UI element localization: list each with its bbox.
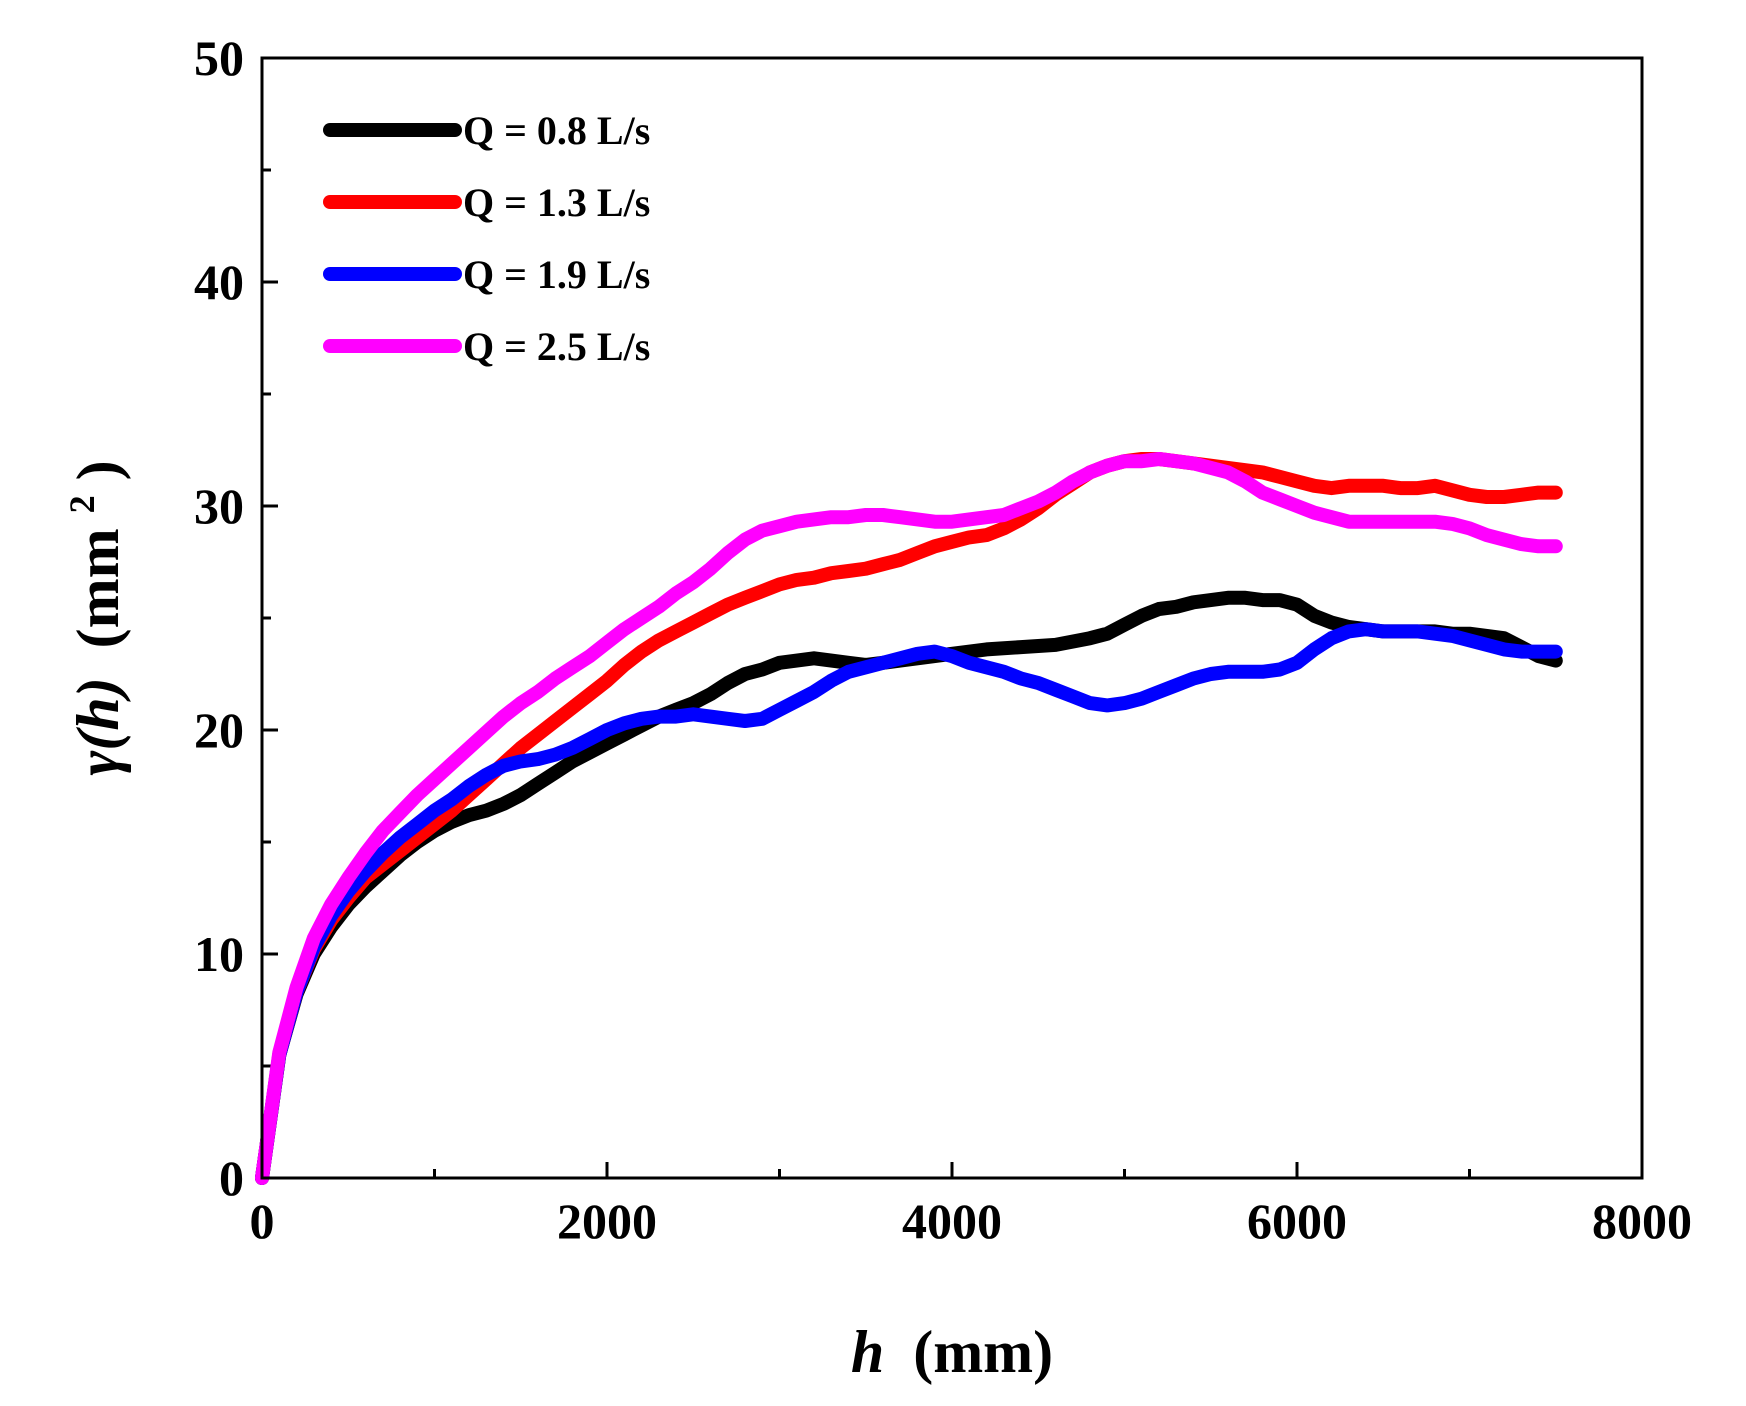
legend-label-3: Q = 1.9 L/s xyxy=(463,252,650,297)
y-axis-unit: (mm xyxy=(65,528,131,648)
x-tick-label: 8000 xyxy=(1592,1193,1692,1249)
series-line-1 xyxy=(255,590,1563,1185)
legend-label-2: Q = 1.3 L/s xyxy=(463,180,650,225)
y-axis-title: γ(h) (mm 2 ) xyxy=(41,460,131,775)
y-tick-label: 10 xyxy=(194,926,244,982)
y-axis-symbol: γ(h) xyxy=(65,677,131,775)
axis-ticks xyxy=(260,56,1644,1180)
legend: Q = 0.8 L/s Q = 1.3 L/s Q = 1.9 L/s Q = 2.5… xyxy=(323,108,650,369)
x-tick-label: 0 xyxy=(250,1193,275,1249)
y-tick-label: 0 xyxy=(219,1150,244,1206)
x-tick-label: 6000 xyxy=(1247,1193,1347,1249)
series-lines xyxy=(255,452,1563,1185)
legend-label-4: Q = 2.5 L/s xyxy=(463,324,650,369)
tick-labels: 0 2000 4000 6000 8000 0 10 20 30 40 50 xyxy=(194,30,1692,1249)
y-axis-unit-superscript: 2 xyxy=(62,495,102,513)
x-axis-title: h (mm) xyxy=(851,1319,1053,1385)
legend-label-1: Q = 0.8 L/s xyxy=(463,108,650,153)
x-axis-symbol: h xyxy=(851,1319,884,1385)
series-line-4 xyxy=(255,452,1563,1185)
series-line-3 xyxy=(255,622,1563,1185)
x-tick-label: 2000 xyxy=(557,1193,657,1249)
x-axis-unit: (mm) xyxy=(913,1319,1053,1385)
y-tick-label: 20 xyxy=(194,702,244,758)
y-axis-unit-close: ) xyxy=(65,460,131,480)
x-tick-label: 4000 xyxy=(902,1193,1002,1249)
y-tick-label: 50 xyxy=(194,30,244,86)
plot-frame xyxy=(260,56,1644,1180)
y-tick-label: 30 xyxy=(194,478,244,534)
y-tick-label: 40 xyxy=(194,254,244,310)
